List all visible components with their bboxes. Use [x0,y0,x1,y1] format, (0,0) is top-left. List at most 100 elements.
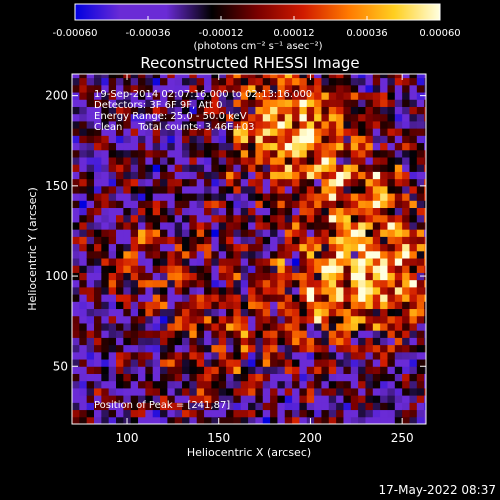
heatmap-cell [108,250,117,259]
heatmap-cell [167,178,176,187]
x-tick-label: 250 [391,431,414,445]
heatmap-cell [204,193,212,201]
heatmap-cell [270,308,278,317]
heatmap-cell [350,84,359,93]
heatmap-cell [409,156,418,165]
heatmap-cell [218,74,227,79]
heatmap-cell [167,330,176,338]
heatmap-cell [284,380,293,389]
heatmap-cell [255,171,264,180]
heatmap-cell [380,315,388,324]
heatmap-cell [350,156,359,165]
heatmap-cell [233,243,242,252]
heatmap-cell [292,149,300,158]
heatmap-cell [145,149,154,158]
heatmap-cell [218,164,227,172]
heatmap-cell [123,344,132,353]
heatmap-cell [365,185,374,194]
heatmap-cell [343,229,352,237]
heatmap-cell [299,380,308,389]
heatmap-cell [387,286,396,295]
heatmap-cell [108,193,117,201]
heatmap-cell [86,113,95,122]
heatmap-cell [365,373,374,382]
heatmap-cell [182,315,190,324]
heatmap-cell [372,185,381,194]
heatmap-cell [394,171,403,180]
heatmap-cell [240,265,249,273]
heatmap-cell [138,200,146,209]
heatmap-cell [387,142,396,151]
heatmap-cell [94,185,102,194]
heatmap-cell [284,409,293,418]
heatmap-cell [255,120,264,129]
heatmap-cell [72,185,80,194]
heatmap-cell [306,77,315,86]
heatmap-cell [182,301,190,310]
heatmap-cell [86,84,95,93]
heatmap-cell [262,265,271,273]
heatmap-cell [358,207,366,216]
heatmap-cell [328,149,337,158]
heatmap-cell [72,236,80,245]
heatmap-cell [262,106,271,115]
heatmap-cell [321,128,330,136]
heatmap-cell [226,106,234,115]
heatmap-cell [218,178,227,187]
heatmap-cell [255,178,264,187]
heatmap-cell [306,229,315,237]
heatmap-cell [226,286,234,295]
heatmap-cell [343,120,352,129]
heatmap-cell [226,387,234,396]
heatmap-cell [248,359,256,367]
heatmap-cell [306,200,315,209]
heatmap-cell [380,387,388,396]
heatmap-cell [365,92,374,100]
heatmap-cell [284,344,293,353]
heatmap-cell [116,185,124,194]
heatmap-cell [130,120,139,129]
heatmap-cell [306,193,315,201]
heatmap-cell [270,106,278,115]
heatmap-cell [299,344,308,353]
heatmap-cell [343,258,352,266]
heatmap-cell [424,178,426,187]
heatmap-cell [321,416,330,424]
heatmap-cell [160,315,168,324]
heatmap-cell [218,294,227,302]
heatmap-cell [86,294,95,302]
heatmap-cell [145,373,154,382]
heatmap-cell [380,337,388,346]
heatmap-cell [277,416,286,424]
heatmap-cell [336,337,344,346]
heatmap-cell [255,380,264,389]
heatmap-cell [424,366,426,374]
heatmap-cell [138,286,146,295]
heatmap-cell [196,272,205,281]
heatmap-cell [167,409,176,418]
heatmap-cell [167,265,176,273]
heatmap-cell [306,366,315,374]
heatmap-cell [248,416,256,424]
heatmap-cell [306,178,315,187]
heatmap-cell [101,135,110,144]
heatmap-cell [211,279,220,288]
heatmap-cell [138,243,146,252]
heatmap-cell [211,135,220,144]
heatmap-cell [86,128,95,136]
heatmap-cell [189,74,198,79]
heatmap-cell [255,272,264,281]
heatmap-cell [130,200,139,209]
heatmap-cell [101,322,110,331]
heatmap-cell [394,200,403,209]
heatmap-cell [292,409,300,418]
heatmap-cell [299,272,308,281]
heatmap-cell [299,193,308,201]
heatmap-cell [160,185,168,194]
heatmap-cell [79,135,88,144]
heatmap-cell [167,395,176,403]
heatmap-cell [343,149,352,158]
heatmap-cell [226,315,234,324]
heatmap-cell [248,77,256,86]
heatmap-cell [108,200,117,209]
